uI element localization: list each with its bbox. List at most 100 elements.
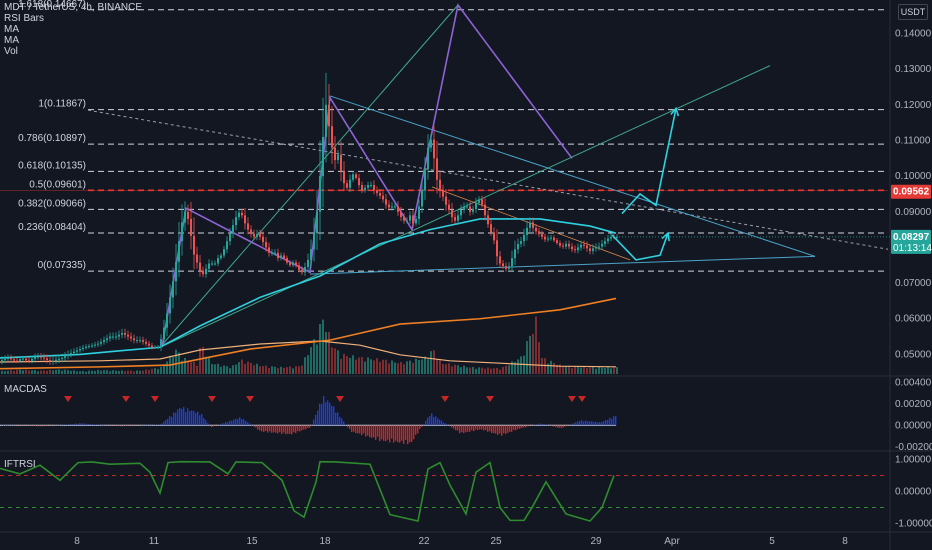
candle[interactable] xyxy=(499,256,501,264)
candle[interactable] xyxy=(67,354,69,357)
candle[interactable] xyxy=(247,223,249,230)
candle[interactable] xyxy=(409,215,411,221)
candle[interactable] xyxy=(535,227,537,232)
candle[interactable] xyxy=(523,234,525,242)
candle[interactable] xyxy=(37,356,39,358)
red-price-badge[interactable] xyxy=(891,184,931,199)
candle[interactable] xyxy=(583,244,585,246)
candle[interactable] xyxy=(220,255,222,259)
iftrsi-panel-label[interactable]: IFTRSI xyxy=(4,459,36,470)
candle[interactable] xyxy=(199,262,201,271)
candle[interactable] xyxy=(616,236,618,238)
candle[interactable] xyxy=(100,341,102,344)
candle[interactable] xyxy=(505,266,507,269)
candle[interactable] xyxy=(208,263,210,269)
candle[interactable] xyxy=(145,341,147,344)
macd-signal-marker[interactable] xyxy=(151,396,159,402)
indicator-ma-1[interactable]: MA xyxy=(4,24,19,35)
candle[interactable] xyxy=(202,270,204,275)
candle[interactable] xyxy=(79,349,81,351)
candle[interactable] xyxy=(286,258,288,263)
candle[interactable] xyxy=(46,358,48,360)
candle[interactable] xyxy=(484,204,486,216)
candle[interactable] xyxy=(472,209,474,212)
candle[interactable] xyxy=(58,358,60,360)
candle[interactable] xyxy=(382,195,384,200)
candle[interactable] xyxy=(13,359,15,361)
candle[interactable] xyxy=(52,360,54,362)
iftrsi-panel[interactable] xyxy=(0,460,888,522)
candle[interactable] xyxy=(310,249,312,260)
trendline-resistance[interactable] xyxy=(329,95,816,257)
candle[interactable] xyxy=(118,334,120,337)
candle[interactable] xyxy=(193,235,195,255)
candle[interactable] xyxy=(271,252,273,254)
candle[interactable] xyxy=(214,263,216,265)
candle[interactable] xyxy=(328,104,330,127)
candle[interactable] xyxy=(172,281,174,298)
candle[interactable] xyxy=(430,139,432,148)
candle[interactable] xyxy=(280,255,282,259)
candle[interactable] xyxy=(307,259,309,268)
candle[interactable] xyxy=(196,254,198,263)
candle[interactable] xyxy=(31,358,33,361)
candle[interactable] xyxy=(154,347,156,349)
candle[interactable] xyxy=(376,190,378,194)
candle[interactable] xyxy=(256,234,258,237)
candle[interactable] xyxy=(424,169,426,191)
candle[interactable] xyxy=(250,229,252,235)
candle[interactable] xyxy=(496,240,498,257)
candle[interactable] xyxy=(337,154,339,161)
candle[interactable] xyxy=(340,154,342,171)
candle[interactable] xyxy=(331,126,333,148)
candle[interactable] xyxy=(124,333,126,335)
candle[interactable] xyxy=(40,356,42,358)
candle[interactable] xyxy=(16,360,18,362)
candle[interactable] xyxy=(610,236,612,239)
candle[interactable] xyxy=(316,211,318,234)
candle[interactable] xyxy=(148,343,150,346)
iftrsi-line[interactable] xyxy=(0,460,615,522)
candle[interactable] xyxy=(397,206,399,212)
candle[interactable] xyxy=(139,340,141,342)
candle[interactable] xyxy=(550,237,552,239)
candle[interactable] xyxy=(178,241,180,262)
candle[interactable] xyxy=(493,232,495,241)
candle[interactable] xyxy=(562,245,564,247)
candle[interactable] xyxy=(82,347,84,350)
candle[interactable] xyxy=(97,343,99,345)
candle[interactable] xyxy=(55,359,57,361)
macd-signal-marker[interactable] xyxy=(122,396,130,402)
candle[interactable] xyxy=(76,350,78,352)
candle[interactable] xyxy=(349,179,351,188)
candle[interactable] xyxy=(586,245,588,249)
candle[interactable] xyxy=(1,360,3,362)
candle[interactable] xyxy=(481,199,483,205)
candle[interactable] xyxy=(298,265,300,270)
candle[interactable] xyxy=(28,360,30,362)
price-panel[interactable]: 1.618(0.14667) 1(0.11867) 0.786(0.10897) 0.… xyxy=(0,0,890,374)
candle[interactable] xyxy=(205,268,207,275)
macd-panel[interactable] xyxy=(0,396,617,445)
candle[interactable] xyxy=(262,236,264,243)
candle[interactable] xyxy=(394,206,396,208)
candle[interactable] xyxy=(253,234,255,237)
candle[interactable] xyxy=(142,340,144,342)
candle[interactable] xyxy=(433,139,435,159)
candle[interactable] xyxy=(136,340,138,342)
candle[interactable] xyxy=(400,211,402,218)
candle[interactable] xyxy=(121,333,123,335)
candle[interactable] xyxy=(451,210,453,218)
candle[interactable] xyxy=(295,262,297,266)
candle[interactable] xyxy=(115,336,117,338)
candle[interactable] xyxy=(565,243,567,247)
candle[interactable] xyxy=(475,202,477,210)
currency-button[interactable]: USDT xyxy=(898,4,928,20)
candle[interactable] xyxy=(211,263,213,265)
candle[interactable] xyxy=(511,258,513,267)
candle[interactable] xyxy=(478,199,480,203)
candle[interactable] xyxy=(556,240,558,243)
candle[interactable] xyxy=(334,147,336,161)
candle[interactable] xyxy=(367,185,369,188)
candle[interactable] xyxy=(91,345,93,347)
